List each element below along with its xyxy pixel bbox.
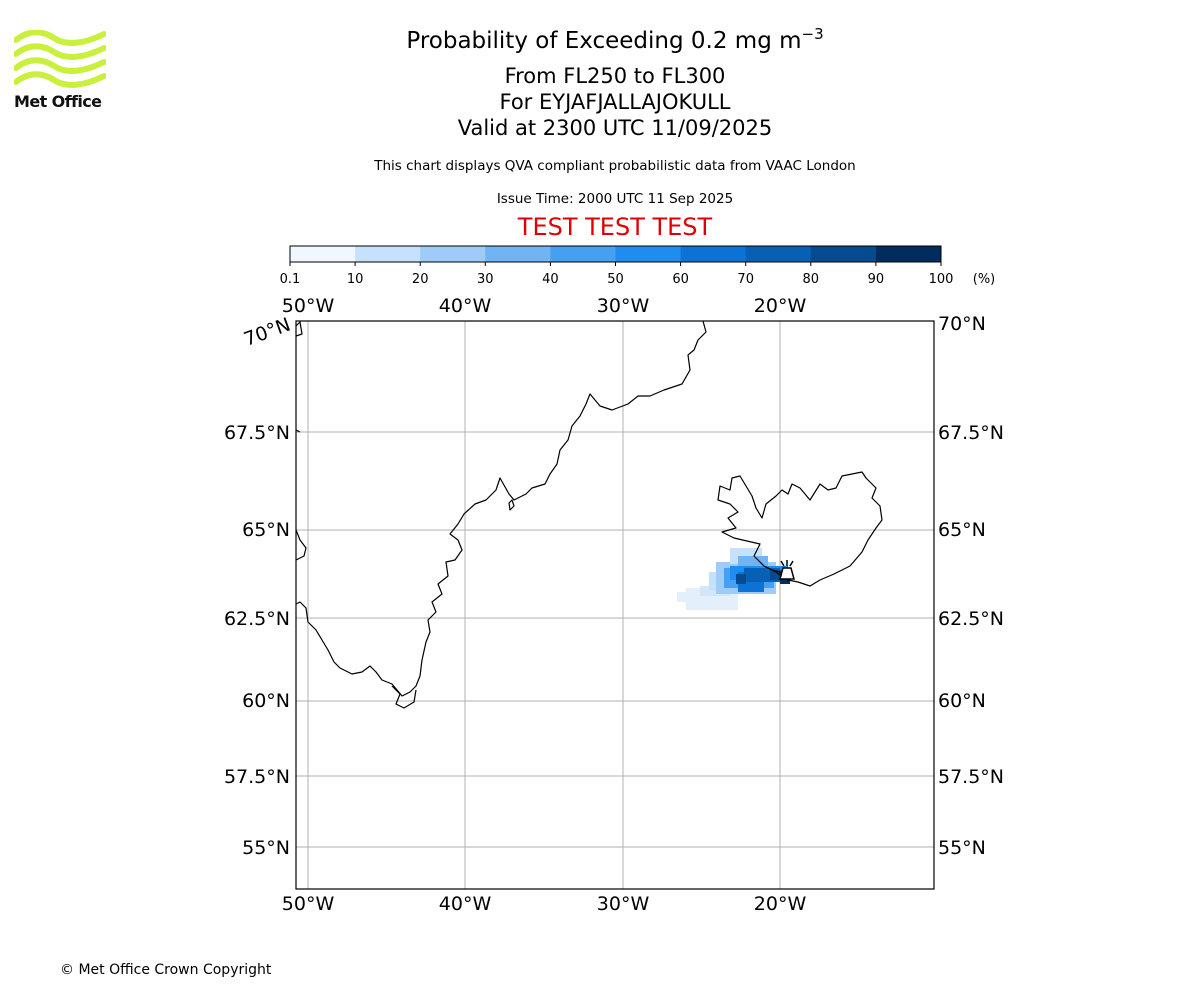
latitude-label-right: 62.5°N: [938, 608, 1004, 630]
latitude-label-left: 65°N: [242, 519, 290, 541]
latitude-label-right: 60°N: [938, 690, 986, 712]
ash-probability-plume: [677, 548, 790, 610]
latitude-label-right: 65°N: [938, 519, 986, 541]
coastlines: [296, 321, 883, 709]
chart-title-line-3: For EYJAFJALLAJOKULL: [499, 90, 731, 114]
chart-title-line-2: From FL250 to FL300: [504, 64, 726, 88]
latitude-label-left: 60°N: [242, 690, 290, 712]
logo-text: Met Office: [14, 92, 102, 111]
latitude-label-right: 55°N: [938, 837, 986, 859]
longitude-label-bottom: 50°W: [282, 893, 335, 915]
chart-subtitle: This chart displays QVA compliant probab…: [374, 158, 856, 174]
longitude-label-bottom: 30°W: [597, 893, 650, 915]
longitude-label-bottom: 40°W: [439, 893, 492, 915]
longitude-label-top: 30°W: [597, 295, 650, 317]
latitude-label-left: 57.5°N: [224, 766, 290, 788]
latitude-label-right: 57.5°N: [938, 766, 1004, 788]
latitude-label-left: 55°N: [242, 837, 290, 859]
test-banner: TEST TEST TEST: [517, 213, 713, 241]
latitude-label-left: 62.5°N: [224, 608, 290, 630]
gridlines: [296, 321, 934, 889]
chart-title-line-1: Probability of Exceeding 0.2 mg m−3: [406, 25, 824, 54]
longitude-label-top: 20°W: [754, 295, 807, 317]
map-frame: [295, 320, 935, 890]
latitude-label-right: 70°N: [938, 313, 986, 335]
longitude-label-top: 50°W: [282, 295, 335, 317]
copyright: © Met Office Crown Copyright: [60, 962, 272, 978]
latitude-label-right: 67.5°N: [938, 422, 1004, 444]
longitude-label-bottom: 20°W: [754, 893, 807, 915]
volcano-icon: [779, 560, 795, 580]
longitude-label-top: 40°W: [439, 295, 492, 317]
chart-title-line-4: Valid at 2300 UTC 11/09/2025: [457, 116, 773, 140]
issue-time: Issue Time: 2000 UTC 11 Sep 2025: [496, 191, 734, 207]
latitude-label-left: 70°N: [241, 314, 294, 351]
logo-waves-icon: [13, 29, 107, 88]
latitude-label-left: 67.5°N: [224, 422, 290, 444]
met-office-logo: Met Office: [13, 29, 107, 111]
